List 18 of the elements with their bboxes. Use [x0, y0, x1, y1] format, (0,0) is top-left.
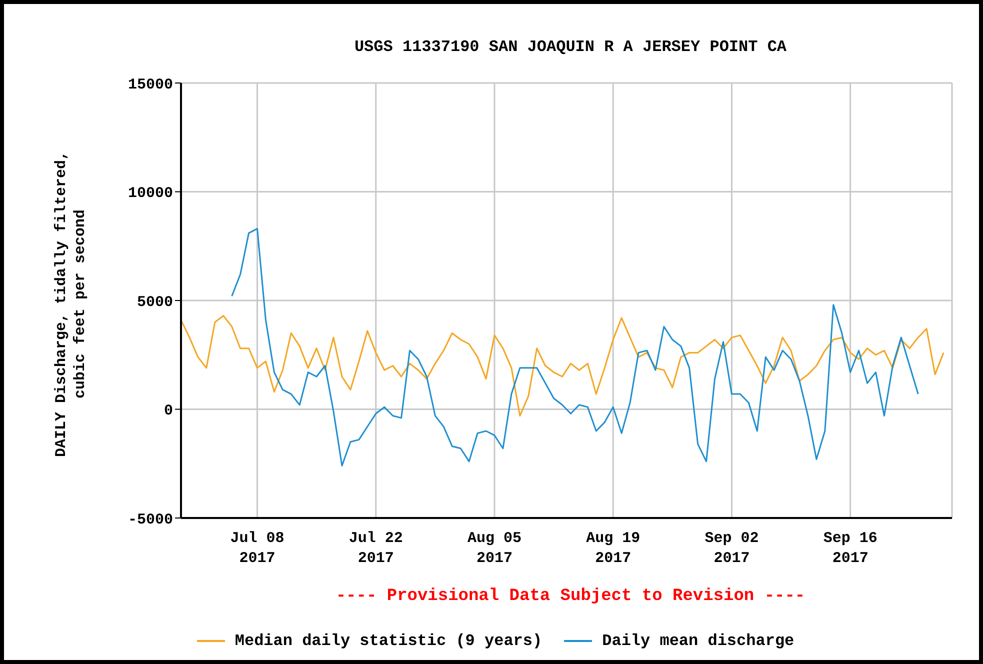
legend-label: Median daily statistic (9 years) [234, 632, 542, 650]
legend-label: Daily mean discharge [602, 632, 794, 650]
x-tick-label: Jul 22 2017 [348, 530, 403, 567]
line-series [231, 228, 919, 467]
x-tick-label: Sep 16 2017 [823, 530, 878, 567]
x-tick-label: Aug 19 2017 [586, 530, 640, 567]
chart-title: USGS 11337190 SAN JOAQUIN R A JERSEY POINT CA [353, 38, 788, 56]
y-tick-label: -5000 [128, 511, 173, 528]
x-tick-label: Aug 05 2017 [467, 530, 522, 567]
y-tick-label: 0 [164, 402, 173, 420]
line-series [181, 314, 944, 417]
text: ---- Provisional Data Subject to Revision ---- [334, 587, 806, 606]
x-tick-label: Sep 02 2017 [704, 530, 759, 567]
y-tick-label: 15000 [128, 76, 173, 94]
y-axis-title: DAILY Discharge, tidally filtered, cubic feet per second [52, 150, 90, 460]
x-tick-label: Jul 08 2017 [230, 530, 284, 567]
y-tick-label: 10000 [128, 185, 173, 202]
y-tick-label: 5000 [136, 294, 173, 311]
